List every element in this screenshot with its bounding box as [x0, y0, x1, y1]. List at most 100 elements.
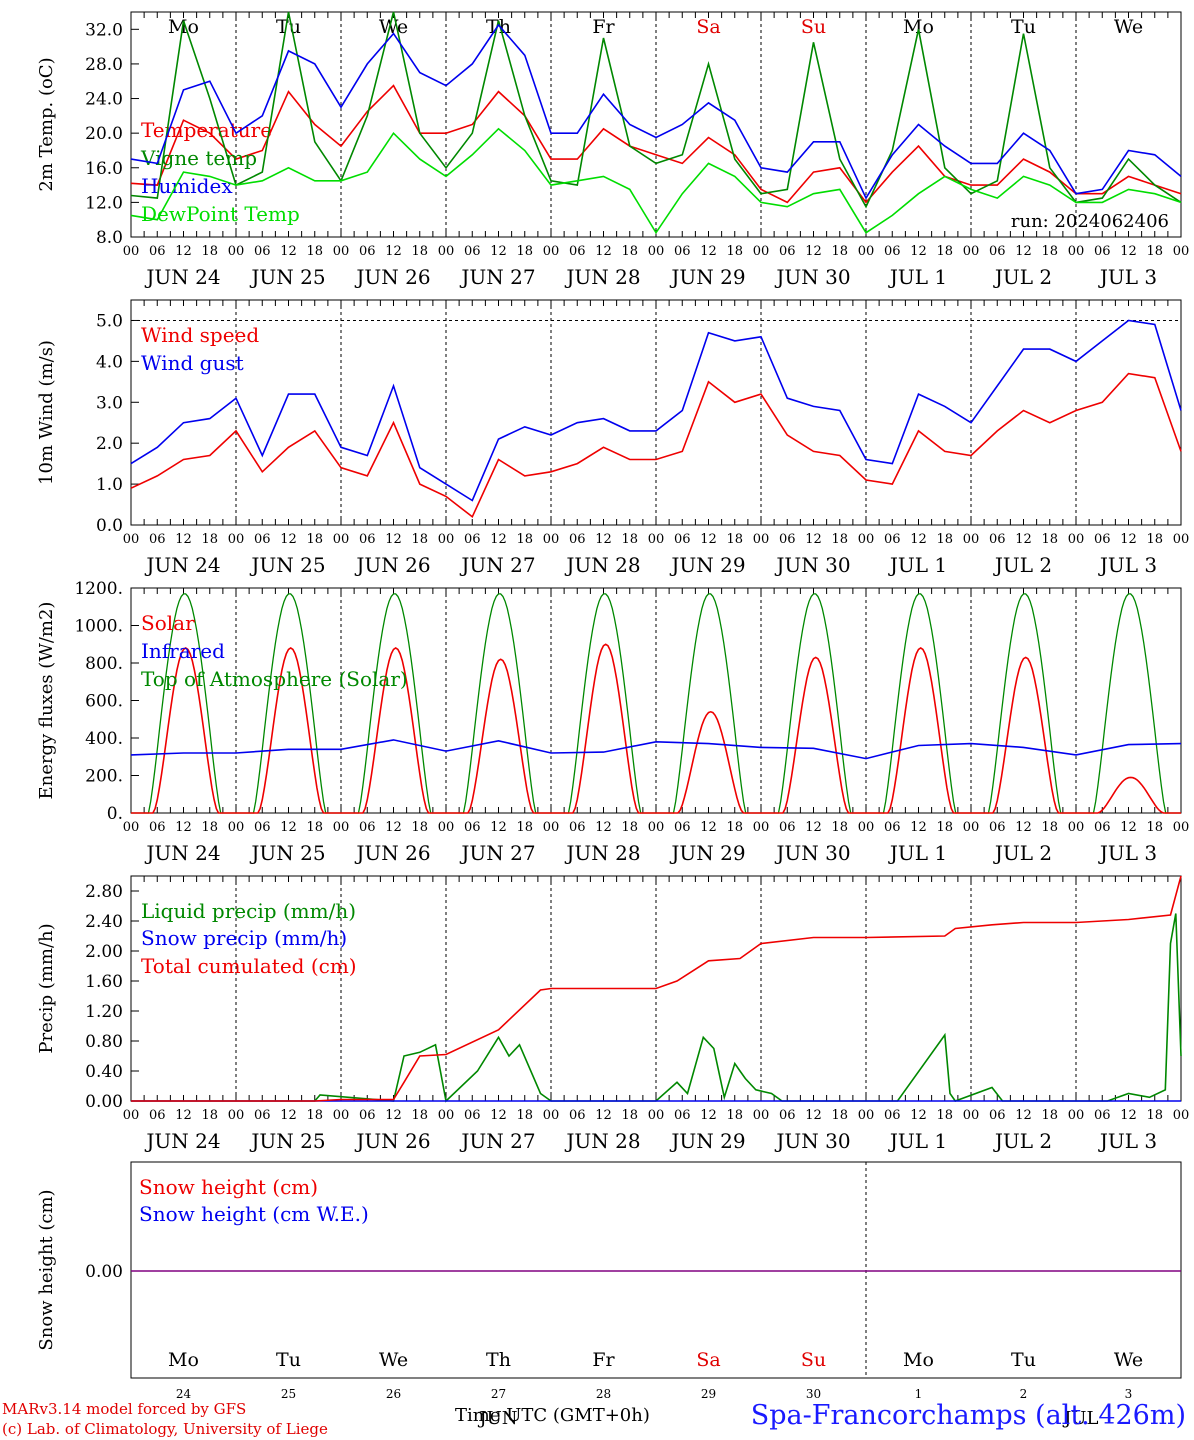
hour-tick-label: 12 [910, 532, 927, 547]
hour-tick-label: 06 [464, 244, 481, 259]
hour-tick-label: 12 [175, 820, 192, 835]
hour-tick-label: 06 [779, 532, 796, 547]
hour-tick-label: 06 [674, 532, 691, 547]
bottom-day-number: 30 [806, 1387, 821, 1401]
hour-tick-label: 12 [1120, 244, 1137, 259]
weekday-label: Su [801, 16, 826, 38]
hour-tick-label: 12 [1120, 1108, 1137, 1123]
y-tick-label: 0.0 [96, 516, 123, 536]
weekday-label: Mo [903, 1349, 934, 1371]
hour-tick-label: 06 [989, 532, 1006, 547]
hour-tick-label: 06 [884, 532, 901, 547]
y-tick-label: 0.40 [85, 1062, 123, 1082]
hour-tick-label: 00 [753, 532, 770, 547]
y-axis-label: 2m Temp. (oC) [36, 57, 57, 191]
hour-tick-label: 12 [175, 532, 192, 547]
date-label: JUN 24 [144, 841, 220, 865]
x-axis-title: Time UTC (GMT+0h) [455, 1405, 650, 1426]
y-axis-label: Energy fluxes (W/m2) [36, 602, 57, 800]
hour-tick-label: 12 [385, 820, 402, 835]
hour-tick-label: 06 [359, 1108, 376, 1123]
hour-tick-label: 06 [464, 820, 481, 835]
model-credit: MARv3.14 model forced by GFS [2, 1400, 247, 1418]
hour-tick-label: 00 [963, 820, 980, 835]
hour-tick-label: 06 [569, 244, 586, 259]
hour-tick-label: 12 [805, 1108, 822, 1123]
hour-tick-label: 18 [1041, 820, 1058, 835]
hour-tick-label: 18 [201, 532, 218, 547]
y-tick-label: 28.0 [85, 55, 123, 75]
weekday-label: Tu [276, 16, 301, 38]
date-label: JUN 30 [774, 265, 850, 289]
hour-tick-label: 12 [805, 244, 822, 259]
hour-tick-label: 12 [805, 820, 822, 835]
series-line-vigne-temp [130, 11, 1182, 209]
date-label: JUN 25 [249, 265, 325, 289]
y-tick-label: 1.20 [85, 1002, 123, 1022]
hour-tick-label: 00 [858, 244, 875, 259]
hour-tick-label: 12 [385, 532, 402, 547]
hour-tick-label: 06 [674, 820, 691, 835]
hour-tick-label: 18 [1146, 1108, 1163, 1123]
hour-tick-label: 12 [1015, 244, 1032, 259]
hour-tick-label: 06 [569, 820, 586, 835]
hour-tick-label: 00 [648, 532, 665, 547]
date-label: JUL 3 [1098, 265, 1157, 289]
bottom-day-number: 1 [915, 1387, 923, 1401]
hour-tick-label: 18 [936, 1108, 953, 1123]
hour-tick-label: 06 [989, 244, 1006, 259]
hour-tick-label: 00 [1068, 244, 1085, 259]
hour-tick-label: 12 [280, 532, 297, 547]
weekday-label: We [379, 1349, 408, 1371]
date-label: JUN 24 [144, 265, 220, 289]
hour-tick-label: 12 [1015, 532, 1032, 547]
legend-entry: Infrared [141, 639, 225, 663]
date-label: JUN 26 [354, 841, 430, 865]
hour-tick-label: 00 [438, 820, 455, 835]
date-label: JUL 1 [888, 841, 947, 865]
hour-tick-label: 18 [726, 820, 743, 835]
hour-tick-label: 06 [1094, 820, 1111, 835]
hour-tick-label: 12 [280, 244, 297, 259]
y-tick-label: 200. [85, 767, 123, 787]
bottom-month-label: JUL [1062, 1408, 1098, 1429]
hour-tick-label: 18 [306, 532, 323, 547]
y-tick-label: 2.40 [85, 912, 123, 932]
hour-tick-label: 06 [254, 1108, 271, 1123]
bottom-month-label: JUN [477, 1408, 517, 1429]
date-label: JUN 25 [249, 841, 325, 865]
y-tick-label: 1.60 [85, 972, 123, 992]
hour-tick-label: 00 [963, 532, 980, 547]
y-axis-label: 10m Wind (m/s) [36, 340, 57, 485]
hour-tick-label: 06 [884, 244, 901, 259]
hour-tick-label: 06 [149, 820, 166, 835]
hour-tick-label: 12 [1015, 820, 1032, 835]
weekday-label: Su [801, 1349, 826, 1371]
legend-entry: Temperature [141, 118, 272, 142]
hour-tick-label: 18 [411, 1108, 428, 1123]
series-line-dewpoint-temp [130, 127, 1182, 235]
hour-tick-label: 18 [726, 1108, 743, 1123]
hour-tick-label: 00 [1173, 820, 1190, 835]
hour-tick-label: 00 [123, 820, 140, 835]
hour-tick-label: 00 [438, 244, 455, 259]
hour-tick-label: 06 [1094, 244, 1111, 259]
date-label: JUN 24 [144, 553, 220, 577]
hour-tick-label: 00 [648, 1108, 665, 1123]
date-label: JUN 28 [564, 265, 640, 289]
hour-tick-label: 00 [228, 820, 245, 835]
hour-tick-label: 00 [123, 244, 140, 259]
date-label: JUN 29 [669, 553, 745, 577]
hour-tick-label: 12 [490, 1108, 507, 1123]
hour-tick-label: 12 [1120, 532, 1137, 547]
bottom-day-number: 3 [1125, 1387, 1133, 1401]
hour-tick-label: 12 [385, 1108, 402, 1123]
hour-tick-label: 18 [1146, 244, 1163, 259]
hour-tick-label: 06 [884, 1108, 901, 1123]
weekday-label: Tu [1011, 16, 1036, 38]
hour-tick-label: 18 [201, 244, 218, 259]
hour-tick-label: 18 [201, 820, 218, 835]
hour-tick-label: 06 [989, 1108, 1006, 1123]
bottom-day-number: 24 [176, 1387, 192, 1401]
